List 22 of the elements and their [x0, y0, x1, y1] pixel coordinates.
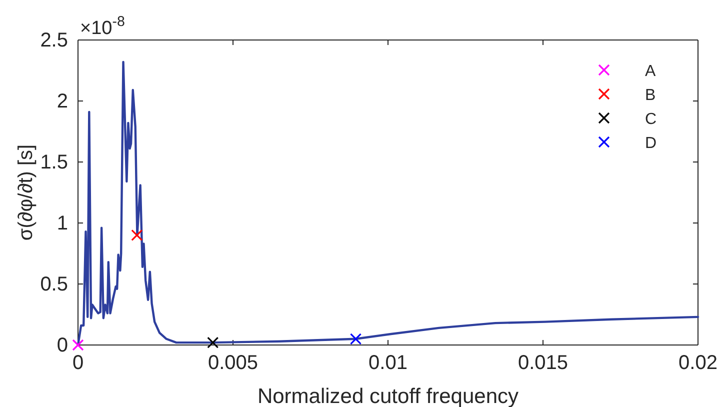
legend-label: C: [645, 111, 657, 128]
y-tick-label: 2.5: [40, 29, 68, 52]
legend-label: D: [645, 135, 657, 152]
y-tick-label: 0: [56, 334, 68, 356]
point: [350, 333, 362, 345]
x-axis-title: Normalized cutoff frequency: [257, 385, 520, 407]
y-tick-label: 1: [56, 212, 68, 234]
y-tick-label: 1.5: [40, 151, 68, 174]
x-tick-label: 0.01: [368, 352, 408, 374]
x-tick-label: 0: [72, 352, 84, 374]
x-tick-label: 0.02: [678, 352, 718, 374]
text: ×10$^{-8}$: [80, 14, 125, 39]
x-tick-label: 0.015: [518, 352, 568, 374]
x-tick-label: 0.005: [208, 352, 258, 374]
point: [131, 229, 143, 241]
point: [207, 336, 219, 348]
point: [72, 339, 84, 351]
y-tick-label: 0.5: [40, 273, 68, 296]
y-tick-label: 2: [56, 90, 68, 112]
legend-label: B: [645, 87, 656, 104]
legend-label: A: [645, 63, 656, 80]
y-axis-title: σ(∂φ/∂t) [s]: [15, 144, 37, 241]
